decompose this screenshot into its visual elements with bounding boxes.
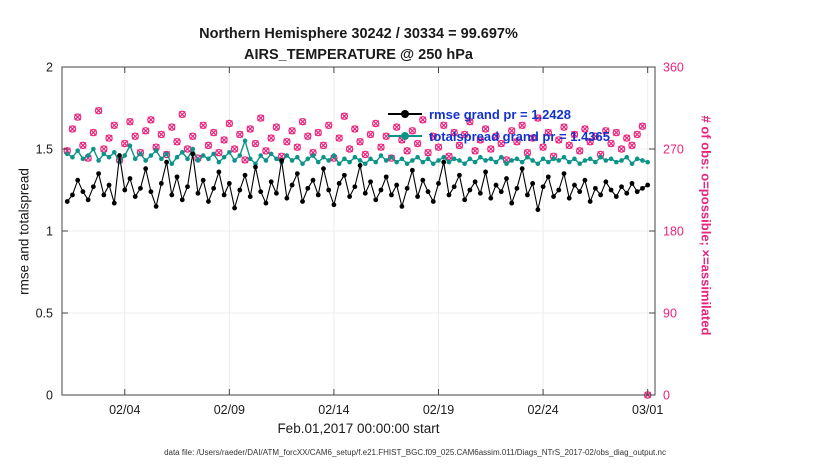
legend: rmse grand pr = 1.2428 totalspread grand… (388, 103, 610, 147)
data-file-caption: data file: /Users/raeder/DAI/ATM_forcXX/… (164, 448, 666, 457)
totalspread-marker-icon (401, 132, 409, 140)
svg-text:0.5: 0.5 (36, 307, 53, 321)
svg-text:180: 180 (663, 225, 684, 239)
svg-text:0: 0 (46, 389, 53, 403)
svg-text:270: 270 (663, 143, 684, 157)
rmse-marker-icon (401, 110, 409, 118)
svg-text:02/14: 02/14 (318, 403, 349, 417)
svg-text:03/01: 03/01 (632, 403, 663, 417)
svg-text:02/24: 02/24 (527, 403, 558, 417)
chart-title-line2: AIRS_TEMPERATURE @ 250 hPa (243, 47, 473, 63)
svg-text:0: 0 (663, 389, 670, 403)
x-axis-label: Feb.01,2017 00:00:00 start (277, 421, 440, 436)
svg-text:360: 360 (663, 61, 684, 75)
svg-text:02/09: 02/09 (214, 403, 245, 417)
svg-text:1.5: 1.5 (36, 143, 53, 157)
svg-text:02/19: 02/19 (423, 403, 454, 417)
svg-text:1: 1 (46, 225, 53, 239)
svg-text:90: 90 (663, 307, 677, 321)
totalspread-line-swatch (388, 132, 422, 140)
legend-entry-rmse: rmse grand pr = 1.2428 (388, 103, 610, 125)
chart-title-line1: Northern Hemisphere 30242 / 30334 = 99.6… (199, 26, 518, 42)
legend-label-rmse: rmse grand pr = 1.2428 (429, 106, 571, 122)
rmse-line-swatch (388, 110, 422, 118)
legend-label-totalspread: totalspread grand pr = 1.4365 (429, 128, 610, 144)
svg-text:2: 2 (46, 61, 53, 75)
svg-text:02/04: 02/04 (109, 403, 140, 417)
legend-entry-totalspread: totalspread grand pr = 1.4365 (388, 125, 610, 147)
